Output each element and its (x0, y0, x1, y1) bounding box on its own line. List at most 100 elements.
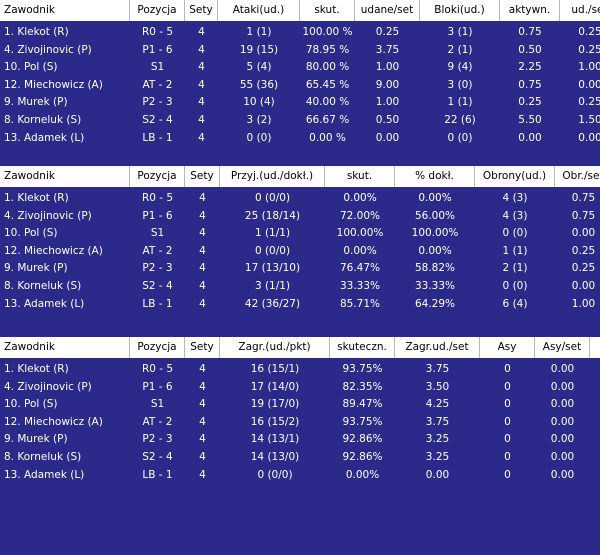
stat-cell: 4 (198, 131, 205, 144)
stat-cell: S2 - 4 (142, 280, 173, 292)
player-name: 1. Klekot (R) (4, 363, 69, 375)
stat-cell: 58.82% (414, 262, 456, 275)
stat-cell: 4 (199, 363, 206, 375)
stat-cell: P2 - 3 (142, 262, 173, 275)
stat-cell: 3.25 (425, 433, 450, 446)
player-name: 10. Pol (S) (4, 398, 58, 411)
stat-cell: 85.71% (339, 297, 381, 310)
stat-cell: 65.45 % (305, 78, 350, 91)
player-name: 10. Pol (S) (4, 227, 58, 240)
stat-cell: 4 (198, 78, 205, 91)
stat-cell: 4 (199, 209, 206, 222)
stat-cell: 0.00% (343, 244, 377, 257)
player-name: 10. Pol (S) (4, 61, 58, 74)
stat-cell: AT - 2 (142, 244, 173, 257)
stat-cell: 3.50 (425, 380, 450, 393)
stat-cell: 92.86% (342, 451, 383, 463)
stat-cell: 0.25 (578, 26, 600, 38)
stat-cell: 33.33% (339, 280, 381, 292)
stat-cell: 0.00 (550, 451, 575, 463)
column-header: Zawodnik (0, 166, 130, 187)
stat-cell: 0.75 (571, 209, 596, 222)
stat-cell: P2 - 3 (142, 96, 173, 109)
stat-cell: 0 (504, 451, 511, 463)
stat-cell: 2 (1) (447, 43, 473, 56)
column-header: udane/set (355, 0, 420, 21)
stat-cell: 0.00% (418, 192, 452, 204)
stat-cell: 0 (504, 415, 511, 428)
stat-cell: 100.00% (411, 227, 459, 240)
stat-cell: 2.25 (518, 61, 542, 74)
stat-cell: 0.00 (550, 468, 575, 481)
stat-cell: 56.00% (414, 209, 456, 222)
stat-cell: 72.00% (339, 209, 381, 222)
stat-cell: 6 (4) (502, 297, 528, 310)
stat-cell: 3 (0) (447, 78, 473, 91)
stat-cell: 4 (199, 415, 206, 428)
stat-cell: 89.47% (342, 398, 383, 411)
player-name: 8. Korneluk (S) (4, 114, 82, 126)
stat-cell: 4 (198, 26, 205, 38)
stat-cell: 0.00 (578, 131, 600, 144)
column-header: Ataki(ud.) (218, 0, 300, 21)
player-name: 12. Miechowicz (A) (4, 415, 103, 428)
stat-cell: 4 (198, 114, 205, 126)
column-header: Pozycja (130, 337, 185, 358)
stat-cell: 40.00 % (305, 96, 350, 109)
column-header: Sety (185, 166, 220, 187)
stat-cell: 4 (3) (502, 192, 528, 204)
stat-cell: 0.00% (418, 244, 452, 257)
player-name: 4. Zivojinovic (P) (4, 43, 92, 56)
stat-cell: P1 - 6 (142, 380, 173, 393)
stat-cell: 0.00 (375, 131, 400, 144)
stat-cell: 1 (1) (447, 96, 473, 109)
stat-cell: 0 (504, 363, 511, 375)
stat-cell: 55 (36) (239, 78, 279, 91)
stat-cell: 1.00 (375, 96, 400, 109)
stat-cell: S1 (150, 398, 165, 411)
stat-cell: 100.00 % (302, 26, 353, 38)
stat-cell: 0.25 (375, 26, 400, 38)
stat-cell: 93.75% (342, 415, 383, 428)
column-header: Pozycja (130, 0, 185, 21)
stat-cell: 4 (199, 380, 206, 393)
stat-cell: 0.25 (518, 96, 542, 109)
player-name: 13. Adamek (L) (4, 468, 85, 481)
stat-cell: 66.67 % (305, 114, 350, 126)
column-header: Obr./set (555, 166, 600, 187)
stat-cell: 1.00 (375, 61, 400, 74)
stat-cell: 0.00 % (309, 131, 346, 144)
stat-cell: 80.00 % (305, 61, 350, 74)
player-name: 13. Adamek (L) (4, 131, 85, 144)
stat-cell: S2 - 4 (142, 114, 173, 126)
column-header: Obrony(ud.) (475, 166, 555, 187)
stat-cell: 0.00 (550, 415, 575, 428)
column-header: Zawodnik (0, 337, 130, 358)
stat-cell: 4 (199, 433, 206, 446)
stat-cell: 0 (504, 468, 511, 481)
stat-cell: 4 (199, 227, 206, 240)
stat-cell: 3 (1/1) (254, 280, 291, 292)
stat-cell: 19 (15) (239, 43, 279, 56)
column-header: Zagr.ud./set (395, 337, 480, 358)
stat-cell: 0.00 (425, 468, 450, 481)
stat-cell: R0 - 5 (141, 26, 174, 38)
stat-cell: 33.33% (414, 280, 456, 292)
stat-cell: 1.00 (571, 297, 596, 310)
stat-cell: 17 (14/0) (250, 380, 300, 393)
stat-cell: 0.00 (550, 398, 575, 411)
column-header: Asy/set (535, 337, 590, 358)
player-name: 9. Murek (P) (4, 433, 68, 446)
stat-cell: 0 (504, 380, 511, 393)
header-row (0, 0, 600, 21)
stat-cell: 0 (0) (502, 280, 528, 292)
header-row (0, 166, 600, 187)
stat-cell: 42 (36/27) (244, 297, 301, 310)
stat-cell: 1 (1/1) (254, 227, 291, 240)
stat-cell: 22 (6) (444, 114, 476, 126)
player-name: 13. Adamek (L) (4, 297, 85, 310)
column-header: aktywn. (500, 0, 560, 21)
stat-cell: 14 (13/1) (250, 433, 300, 446)
stat-cell: 4 (199, 262, 206, 275)
stat-cell: 0 (0) (447, 131, 473, 144)
